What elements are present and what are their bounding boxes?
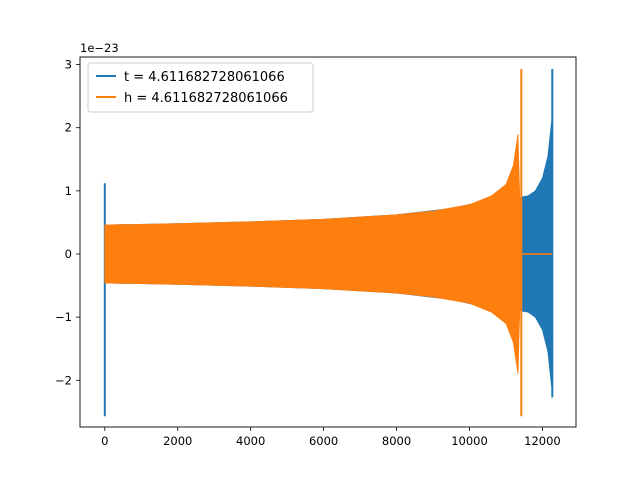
y-scale-label: 1e−23 xyxy=(80,41,119,55)
y-axis: −2 −1 0 1 2 3 xyxy=(55,58,80,387)
plot-frame xyxy=(79,56,577,428)
y-tick-label: −2 xyxy=(55,373,72,387)
y-tick-label: 1 xyxy=(65,184,72,198)
x-tick-label: 12000 xyxy=(524,434,561,448)
y-tick-label: 2 xyxy=(65,121,72,135)
legend-box xyxy=(87,62,314,113)
series-layer xyxy=(103,68,554,417)
y-tick-label: −1 xyxy=(55,310,72,324)
x-tick-label: 6000 xyxy=(309,434,338,448)
series-h xyxy=(104,68,553,417)
legend-label: h = 4.611682728061066 xyxy=(124,91,288,106)
legend-label: t = 4.611682728061066 xyxy=(124,70,285,85)
x-tick-label: 10000 xyxy=(451,434,488,448)
x-tick-label: 0 xyxy=(101,434,108,448)
y-tick-label: 0 xyxy=(65,247,72,261)
x-axis: 0 2000 4000 6000 8000 10000 12000 xyxy=(101,427,561,448)
x-tick-label: 8000 xyxy=(382,434,411,448)
y-tick-label: 3 xyxy=(65,58,72,72)
x-tick-label: 4000 xyxy=(236,434,265,448)
series-envelope xyxy=(104,133,522,375)
legend: t = 4.611682728061066 h = 4.6116827280610… xyxy=(87,62,314,113)
x-tick-label: 2000 xyxy=(163,434,192,448)
